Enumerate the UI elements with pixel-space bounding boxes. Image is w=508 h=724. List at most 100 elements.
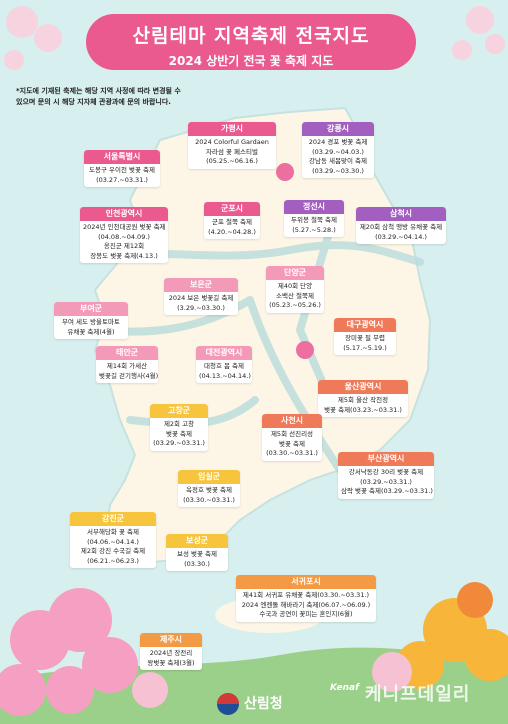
festival-line: 제2회 강진 수국길 축제: [80, 547, 146, 555]
festival-line: (3.29.~03.30.): [177, 303, 225, 312]
festival-region-buyeo: 부여군: [54, 302, 128, 316]
festival-line: (03.29.~03.31.): [153, 439, 205, 447]
festival-region-imsil: 임실군: [178, 470, 240, 484]
festival-line: 왕벚꽃 축제(3월): [147, 658, 195, 667]
festival-region-samcheok: 삼척시: [356, 207, 446, 221]
watermark: 케니프데일리: [365, 684, 471, 705]
festival-line: 자라섬 꽃 페스티벌: [206, 147, 258, 156]
festival-line: 제14회 가세산: [106, 362, 148, 370]
festival-line: 제40회 단양: [277, 282, 313, 290]
festival-line: 도봉구 우이천 벚꽃 축제: [89, 166, 155, 174]
festival-line: 2024년 인천대공원 벚꽃 축제: [83, 223, 166, 231]
festival-line: (03.30.~03.31.): [266, 449, 318, 457]
festival-line: 옥정호 벚꽃 축제: [186, 486, 232, 494]
festival-line: (03.29.~03.30.): [312, 166, 364, 175]
festival-line: 장미꽃 필 무렵: [344, 334, 385, 342]
festival-line: 제2회 고창: [163, 420, 195, 428]
festival-line: 제5회 울산 작천정: [337, 396, 389, 404]
festival-region-gochang: 고창군: [150, 404, 208, 418]
festival-box-seogwipo: 서귀포시 제41회 서귀포 유채꽃 축제(03.30.~03.31.) 2024 엔…: [236, 575, 376, 622]
festival-line: 소백산 철쭉제: [276, 291, 314, 300]
festival-line: (04.13.~04.14.): [199, 371, 251, 380]
festival-region-gunpo: 군포시: [204, 202, 260, 216]
festival-line: 2024 Colorful Gardaen: [195, 138, 269, 146]
festival-line: 두위봉 철쭉 축제: [291, 216, 337, 224]
festival-line: 유채꽃 축제(4월): [67, 327, 115, 336]
festival-line: (03.27.~03.31.): [96, 175, 148, 184]
festival-region-jeongseon: 정선시: [284, 200, 344, 214]
festival-line: (06.21.~06.23.): [87, 556, 139, 565]
festival-line: 보성 벚꽃 축제: [176, 550, 217, 558]
title-banner: 산림테마 지역축제 전국지도 2024 상반기 전국 꽃 축제 지도: [86, 14, 416, 70]
festival-region-daegu: 대구광역시: [334, 318, 396, 332]
page-title: 산림테마 지역축제 전국지도: [132, 25, 370, 47]
festival-region-gangneung: 강릉시: [302, 122, 374, 136]
festival-region-busan: 부산광역시: [338, 452, 434, 466]
festival-box-gapyeong: 가평시 2024 Colorful Gardaen 자라섬 꽃 페스티벌 (05.25…: [188, 122, 276, 169]
festival-line: 부여 세도 방울토마토: [62, 318, 120, 326]
festival-region-sacheon: 사천시: [262, 414, 322, 428]
festival-region-danyang: 단양군: [266, 266, 324, 280]
festival-box-danyang: 단양군 제40회 단양 소백산 철쭉제 (05.23.~05.26.): [266, 266, 324, 313]
festival-line: 벚꽃길 걷기행사(4월): [99, 371, 158, 380]
festival-region-seoul: 서울특별시: [84, 150, 160, 164]
festival-line: 강서낙동강 30리 벚꽃 축제: [348, 468, 424, 476]
festival-line: 제5회 선진리성: [270, 430, 314, 438]
festival-line: 2024년 장전리: [149, 649, 193, 657]
festival-region-taean: 태안군: [96, 346, 158, 360]
festival-line: 벚꽃 축제: [279, 439, 305, 448]
festival-line: 벚꽃 축제: [166, 429, 192, 438]
watermark-brand: Kenaf: [330, 683, 359, 693]
page-subtitle: 2024 상반기 전국 꽃 축제 지도: [168, 54, 334, 68]
festival-line: (04.08.~04.09.): [98, 232, 150, 241]
festival-line: (5.17.~5.19.): [343, 343, 387, 352]
festival-box-gangneung: 강릉시 2024 경포 벚꽃 축제 (03.29.~04.03.) 강남동 새봄맞이 …: [302, 122, 374, 178]
notice-text: *지도에 기재된 축제는 해당 지역 사정에 따라 변경될 수 있으며 문의 시…: [16, 87, 181, 106]
festival-line: 장봉도 벚꽃 축제(4.13.): [90, 251, 158, 260]
festival-line: (4.20.~04.28.): [208, 227, 256, 236]
festival-line: 강남동 새봄맞이 축제: [309, 157, 367, 165]
festival-line: (04.06.~04.14.): [87, 537, 139, 546]
festival-region-boseong: 보성군: [166, 534, 228, 548]
festival-line: 벚꽃 축제(03.23.~03.31.): [324, 405, 402, 414]
festival-region-ulsan: 울산광역시: [318, 380, 408, 394]
festival-line: 2024 경포 벚꽃 축제: [308, 138, 368, 146]
forest-service-logo-text: 산림청: [244, 696, 283, 712]
festival-region-daejeon: 대전광역시: [196, 346, 252, 360]
festival-line: (05.25.~06.16.): [206, 157, 258, 165]
festival-line: (5.27.~5.28.): [292, 225, 336, 234]
festival-box-incheon: 인천광역시 2024년 인천대공원 벚꽃 축제 (04.08.~04.09.) 옹진군…: [80, 207, 168, 263]
festival-region-jeju: 제주시: [140, 633, 202, 647]
festival-line: (03.30.~03.31.): [183, 495, 235, 504]
festival-line: 제41회 서귀포 유채꽃 축제(03.30.~03.31.): [242, 591, 370, 599]
festival-line: 옹진군 제12회: [103, 242, 145, 250]
festival-line: 2024 보은 벚꽃길 축제: [168, 294, 234, 302]
festival-line: (03.29.~04.03.): [312, 147, 364, 156]
festival-region-gangjin: 강진군: [70, 512, 156, 526]
festival-region-incheon: 인천광역시: [80, 207, 168, 221]
festival-line: (03.30.): [184, 559, 210, 568]
festival-line: 군포 철쭉 축제: [211, 218, 252, 226]
festival-line: 대청호 봄 축제: [203, 362, 244, 370]
festival-line: 서부해당화 꽃 축제: [87, 528, 139, 536]
festival-line: (03.29.~04.14.): [375, 232, 427, 241]
festival-line: 제20회 삼척 맹방 유채꽃 축제: [359, 223, 443, 231]
festival-line: 삼락 벚꽃 축제(03.29.~03.31.): [341, 487, 433, 495]
festival-box-busan: 부산광역시 강서낙동강 30리 벚꽃 축제 (03.29.~03.31.) 삼락 벚꽃…: [338, 452, 434, 499]
festival-region-gapyeong: 가평시: [188, 122, 276, 136]
festival-region-boeun: 보은군: [164, 278, 238, 292]
festival-box-jeju: 제주시 2024년 장전리 왕벚꽃 축제(3월): [140, 633, 202, 670]
